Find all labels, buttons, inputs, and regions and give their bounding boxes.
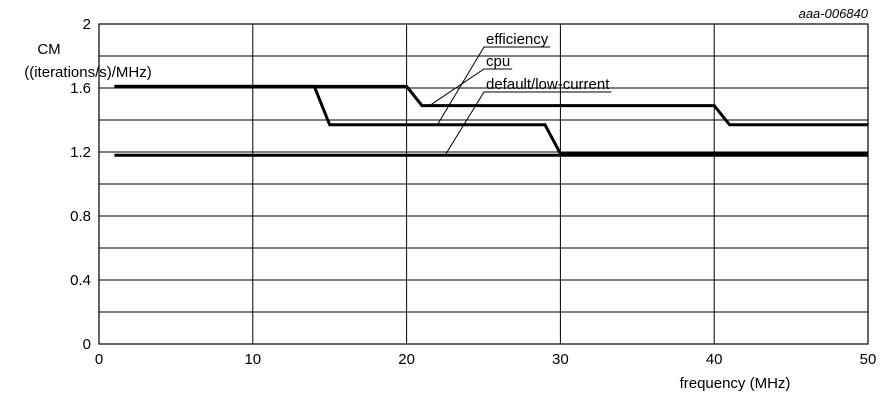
series-label-default-low-current: default/low-current <box>486 76 610 93</box>
figure-reference-id: aaa-006840 <box>799 6 869 21</box>
y-tick-label-0_8: 0.8 <box>70 208 91 225</box>
grid <box>99 24 868 344</box>
series-label-cpu: cpu <box>486 53 510 70</box>
y-tick-label-0: 0 <box>83 336 91 353</box>
plot-frame <box>98 23 869 345</box>
leader-line-cpu <box>429 68 513 107</box>
y-axis-label-line-1: CM <box>37 41 60 58</box>
series-label-efficiency: efficiency <box>486 31 549 48</box>
y-tick-label-2: 2 <box>83 16 91 33</box>
leader-line-default-low-current <box>444 91 612 156</box>
y-tick-label-1_6: 1.6 <box>70 80 91 97</box>
series-labels: efficiency cpu default/low-current <box>486 31 610 93</box>
x-axis-label: frequency (MHz) <box>680 375 791 392</box>
x-tick-label-30: 30 <box>552 351 569 368</box>
series-label-leaders <box>429 46 612 156</box>
series-layer <box>114 84 868 157</box>
series-line-cpu <box>114 84 868 156</box>
x-tick-label-10: 10 <box>244 351 261 368</box>
y-tick-label-0_4: 0.4 <box>70 272 91 289</box>
x-tick-label-50: 50 <box>860 351 877 368</box>
x-tick-label-0: 0 <box>95 351 103 368</box>
series-line-efficiency <box>114 84 868 127</box>
x-tick-label-40: 40 <box>706 351 723 368</box>
leader-line-efficiency <box>436 46 551 126</box>
y-tick-label-1_2: 1.2 <box>70 144 91 161</box>
tick-labels: 0 10 20 30 40 50 0 0.4 0.8 1.2 1.6 2 <box>70 16 876 368</box>
x-tick-label-20: 20 <box>398 351 415 368</box>
y-axis-label-line-2: ((iterations/s)/MHz) <box>24 64 152 81</box>
